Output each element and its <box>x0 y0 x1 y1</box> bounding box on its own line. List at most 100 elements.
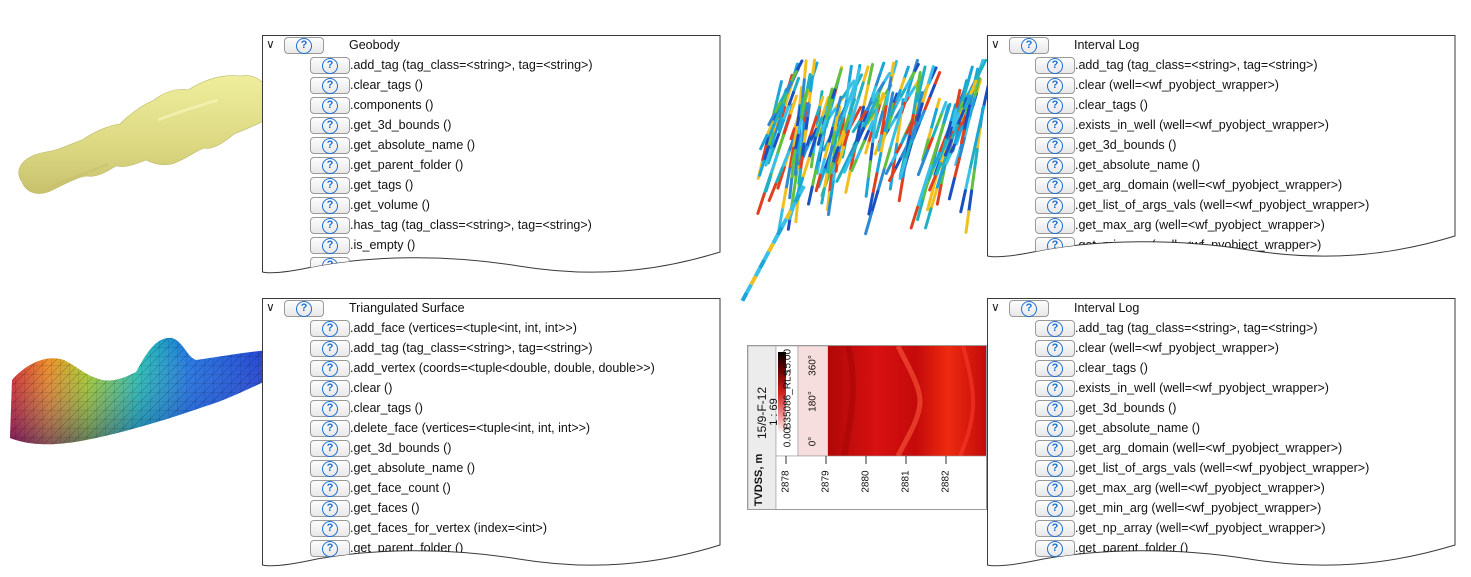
method-row[interactable]: ? .clear (well=<wf_pyobject_wrapper>) <box>987 338 1456 358</box>
help-button[interactable]: ? <box>310 340 350 357</box>
method-row[interactable]: ? .clear (well=<wf_pyobject_wrapper>) <box>987 75 1456 95</box>
method-row[interactable]: ? .get_3d_bounds () <box>262 115 721 135</box>
tree-header-row[interactable]: ∨ ? Interval Log <box>987 35 1456 55</box>
help-button[interactable]: ? <box>1035 460 1075 477</box>
help-button[interactable]: ? <box>1035 520 1075 537</box>
method-row[interactable]: ? .components () <box>262 95 721 115</box>
method-row[interactable]: ? .add_vertex (coords=<tuple<double, dou… <box>262 358 721 378</box>
method-row[interactable]: ? .delete_face (vertices=<tuple<int, int… <box>262 418 721 438</box>
help-button[interactable]: ? <box>1035 360 1075 377</box>
method-row[interactable]: ? .get_absolute_name () <box>987 418 1456 438</box>
method-row[interactable]: ? .get_3d_bounds () <box>262 438 721 458</box>
help-button[interactable]: ? <box>310 177 350 194</box>
method-row[interactable]: ? .clear () <box>262 378 721 398</box>
help-button[interactable]: ? <box>310 197 350 214</box>
tree-header-row[interactable]: ∨ ? Interval Log <box>987 298 1456 318</box>
method-row[interactable]: ? .add_tag (tag_class=<string>, tag=<str… <box>262 338 721 358</box>
help-button[interactable]: ? <box>1035 57 1075 74</box>
help-button[interactable]: ? <box>1035 340 1075 357</box>
method-row[interactable]: ? .get_absolute_name () <box>262 458 721 478</box>
help-button[interactable]: ? <box>1035 500 1075 517</box>
help-button[interactable]: ? <box>1035 197 1075 214</box>
help-button[interactable]: ? <box>284 37 324 54</box>
method-row[interactable]: ? .get_np_array (well=<wf_pyobject_wrapp… <box>987 518 1456 538</box>
chevron-down-icon[interactable]: ∨ <box>266 300 275 314</box>
method-row[interactable]: ? .get_absolute_name () <box>262 135 721 155</box>
help-button[interactable]: ? <box>1035 440 1075 457</box>
tree-header-row[interactable]: ∨ ? Triangulated Surface <box>262 298 721 318</box>
method-row[interactable]: ? .get_arg_domain (well=<wf_pyobject_wra… <box>987 438 1456 458</box>
method-row[interactable]: ? .get_tags () <box>262 175 721 195</box>
help-button[interactable]: ? <box>310 237 350 254</box>
help-button[interactable]: ? <box>310 77 350 94</box>
method-row[interactable]: ? .get_parent_folder () <box>987 538 1456 558</box>
method-row[interactable]: ? .get_face_count () <box>262 478 721 498</box>
help-button[interactable]: ? <box>310 400 350 417</box>
method-row[interactable]: ? .get_list_of_args_vals (well=<wf_pyobj… <box>987 195 1456 215</box>
help-button[interactable]: ? <box>310 500 350 517</box>
method-row[interactable]: ? .clear_tags () <box>262 398 721 418</box>
method-row[interactable]: ? .get_max_arg (well=<wf_pyobject_wrappe… <box>987 215 1456 235</box>
method-row[interactable]: ? .get_faces_for_vertex (index=<int>) <box>262 518 721 538</box>
help-button[interactable]: ? <box>1035 380 1075 397</box>
help-button[interactable]: ? <box>1035 97 1075 114</box>
well-log-view[interactable]: 15/9-F-12 1 : 69 TVDSS, m 15.00 0.00 B35… <box>747 345 987 510</box>
method-row[interactable]: ? .get_parent_folder () <box>262 155 721 175</box>
method-row[interactable]: ? .get_arg_domain (well=<wf_pyobject_wra… <box>987 175 1456 195</box>
help-button[interactable]: ? <box>284 300 324 317</box>
help-button[interactable]: ? <box>1035 217 1075 234</box>
method-row[interactable]: ? .add_face (vertices=<tuple<int, int, i… <box>262 318 721 338</box>
help-button[interactable]: ? <box>310 360 350 377</box>
help-button[interactable]: ? <box>310 420 350 437</box>
method-row[interactable]: ? .get_max_arg (well=<wf_pyobject_wrappe… <box>987 478 1456 498</box>
help-button[interactable]: ? <box>310 440 350 457</box>
help-button[interactable]: ? <box>1035 77 1075 94</box>
help-button[interactable]: ? <box>1035 177 1075 194</box>
help-button[interactable]: ? <box>310 57 350 74</box>
help-button[interactable]: ? <box>310 460 350 477</box>
chevron-down-icon[interactable]: ∨ <box>991 300 1000 314</box>
method-row[interactable]: ? .clear_tags () <box>987 95 1456 115</box>
help-button[interactable]: ? <box>1035 420 1075 437</box>
help-button[interactable]: ? <box>310 520 350 537</box>
help-button[interactable]: ? <box>1035 137 1075 154</box>
help-button[interactable]: ? <box>1035 117 1075 134</box>
tree-header-row[interactable]: ∨ ? Geobody <box>262 35 721 55</box>
chevron-down-icon[interactable]: ∨ <box>266 37 275 51</box>
help-button[interactable]: ? <box>1035 157 1075 174</box>
method-row[interactable]: ? .add_tag (tag_class=<string>, tag=<str… <box>262 55 721 75</box>
help-button[interactable]: ? <box>310 117 350 134</box>
method-row[interactable]: ? .clear_tags () <box>987 358 1456 378</box>
method-row[interactable]: ? .get_3d_bounds () <box>987 135 1456 155</box>
method-row[interactable]: ? .add_tag (tag_class=<string>, tag=<str… <box>987 318 1456 338</box>
help-button[interactable]: ? <box>1035 540 1075 557</box>
method-row[interactable]: ? .is_empty () <box>262 235 721 255</box>
method-row[interactable]: ? .get_faces () <box>262 498 721 518</box>
method-row[interactable]: ? .get_min_arg (well=<wf_pyobject_wrappe… <box>987 498 1456 518</box>
help-button[interactable]: ? <box>310 480 350 497</box>
help-button[interactable]: ? <box>1035 400 1075 417</box>
help-button[interactable]: ? <box>1009 37 1049 54</box>
method-row[interactable]: ? .clear_tags () <box>262 75 721 95</box>
method-row[interactable]: ? .get_list_of_args_vals (well=<wf_pyobj… <box>987 458 1456 478</box>
method-row[interactable]: ? .exists_in_well (well=<wf_pyobject_wra… <box>987 378 1456 398</box>
well-segment <box>887 76 893 94</box>
chevron-down-icon[interactable]: ∨ <box>991 37 1000 51</box>
method-row[interactable]: ? .has_tag (tag_class=<string>, tag=<str… <box>262 215 721 235</box>
help-button[interactable]: ? <box>1035 480 1075 497</box>
method-row[interactable]: ? .get_parent_folder () <box>262 538 721 558</box>
help-button[interactable]: ? <box>310 137 350 154</box>
help-button[interactable]: ? <box>1009 300 1049 317</box>
help-button[interactable]: ? <box>310 380 350 397</box>
help-button[interactable]: ? <box>310 97 350 114</box>
help-button[interactable]: ? <box>310 217 350 234</box>
method-row[interactable]: ? .get_absolute_name () <box>987 155 1456 175</box>
method-row[interactable]: ? .exists_in_well (well=<wf_pyobject_wra… <box>987 115 1456 135</box>
help-button[interactable]: ? <box>310 320 350 337</box>
help-button[interactable]: ? <box>1035 320 1075 337</box>
method-row[interactable]: ? .get_3d_bounds () <box>987 398 1456 418</box>
method-row[interactable]: ? .get_volume () <box>262 195 721 215</box>
method-row[interactable]: ? .add_tag (tag_class=<string>, tag=<str… <box>987 55 1456 75</box>
help-button[interactable]: ? <box>310 540 350 557</box>
help-button[interactable]: ? <box>310 157 350 174</box>
